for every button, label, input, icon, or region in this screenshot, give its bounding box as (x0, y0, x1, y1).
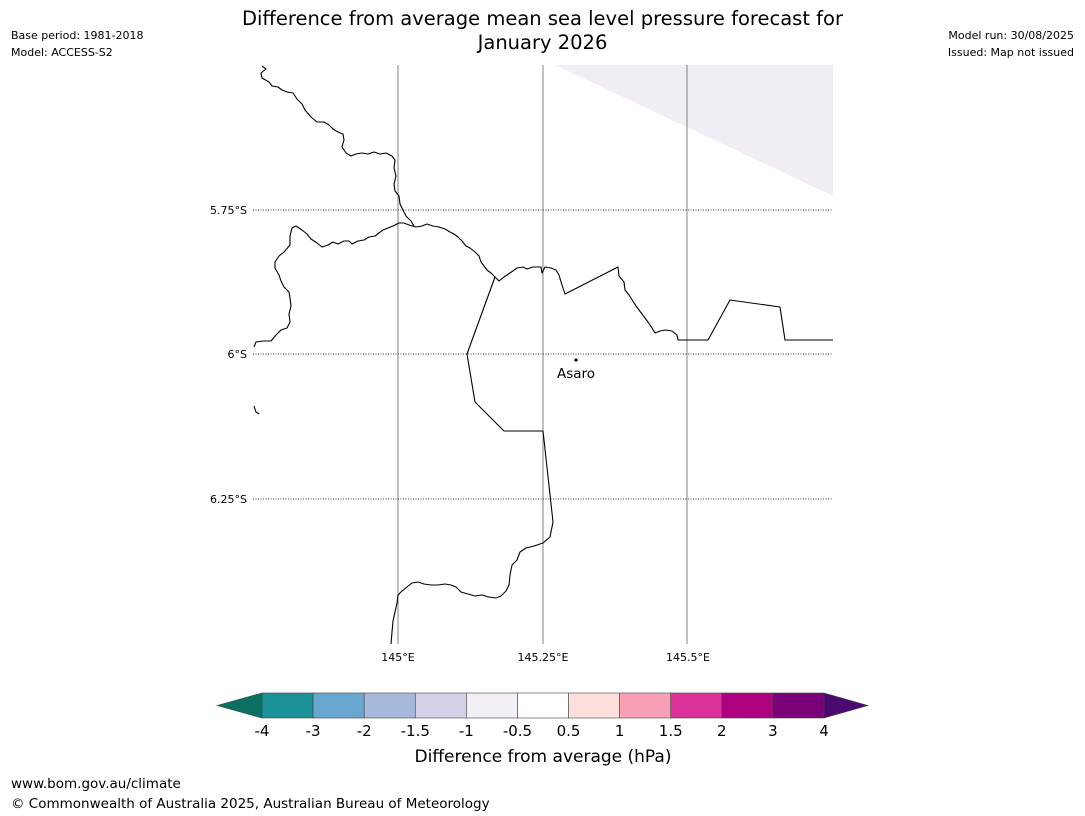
lon-label-145-5e: 145.5°E (666, 651, 710, 664)
colorbar-tick-label: -3 (306, 722, 321, 740)
boundary-line-south (390, 276, 554, 645)
colorbar-boxes (215, 692, 870, 719)
colorbar-tick-label: 4 (819, 722, 829, 740)
colorbar-over-arrow (823, 692, 870, 719)
footer-url: www.bom.gov.au/climate (11, 776, 181, 792)
meta-left: Base period: 1981-2018 Model: ACCESS-S2 (11, 27, 143, 61)
footer: www.bom.gov.au/climate © Commonwealth of… (11, 774, 490, 814)
lon-label-145e: 145°E (381, 651, 414, 664)
boundary-fragment-west (253, 405, 260, 415)
issued-text: Issued: Map not issued (947, 46, 1074, 59)
colorbar-box (772, 692, 825, 719)
colorbar-tick-label: -1.5 (401, 722, 430, 740)
colorbar-tick-label: 3 (768, 722, 778, 740)
lat-label-5-75s: 5.75°S (210, 204, 247, 217)
colorbar-box (261, 692, 314, 719)
model-text: Model: ACCESS-S2 (11, 46, 113, 59)
colorbar-under-arrow (215, 692, 263, 719)
colorbar-box (312, 692, 365, 719)
colorbar-tick-label: 0.5 (557, 722, 581, 740)
colorbar-box (619, 692, 672, 719)
lat-label-6s: 6°S (228, 348, 247, 361)
colorbar-box (670, 692, 723, 719)
colorbar-tick-label: 1 (615, 722, 625, 740)
lat-label-6-25s: 6.25°S (210, 493, 247, 506)
colorbar-ticks: -4 -3 -2 -1.5 -1 -0.5 0.5 1 1.5 2 3 4 (255, 722, 829, 740)
colorbar-box (568, 692, 620, 719)
boundary-line-middle (253, 222, 833, 348)
asaro-label: Asaro (557, 366, 595, 382)
colorbar-tick-label: -1 (459, 722, 474, 740)
colorbar-tick-label: 2 (717, 722, 727, 740)
footer-copyright: © Commonwealth of Australia 2025, Austra… (11, 796, 490, 812)
meta-right: Model run: 30/08/2025 Issued: Map not is… (948, 27, 1074, 61)
colorbar-tick-label: -4 (255, 722, 270, 740)
colorbar-box (414, 692, 467, 719)
colorbar: -4 -3 -2 -1.5 -1 -0.5 0.5 1 1.5 2 3 4 Difference fr… (215, 692, 870, 767)
lon-label-145-25e: 145.25°E (518, 651, 569, 664)
forecast-map: Asaro 5.75°S 6°S 6.25°S 145°E 145.25°E 1… (210, 65, 833, 664)
model-run-text: Model run: 30/08/2025 (948, 29, 1074, 42)
map-title: Difference from average mean sea level p… (0, 7, 1085, 55)
colorbar-tick-label: 1.5 (659, 722, 683, 740)
base-period-text: Base period: 1981-2018 (11, 29, 144, 42)
title-line-2: January 2026 (477, 31, 608, 54)
colorbar-box (517, 692, 569, 719)
colorbar-label: Difference from average (hPa) (415, 747, 672, 767)
title-line-1: Difference from average mean sea level p… (242, 7, 843, 30)
colorbar-box (721, 692, 774, 719)
colorbar-box (363, 692, 416, 719)
boundary-line-north (260, 65, 415, 227)
colorbar-tick-label: -0.5 (503, 722, 532, 740)
colorbar-tick-label: -2 (357, 722, 372, 740)
anomaly-shade-area (555, 65, 833, 196)
colorbar-box (466, 692, 518, 719)
asaro-marker (574, 358, 578, 362)
